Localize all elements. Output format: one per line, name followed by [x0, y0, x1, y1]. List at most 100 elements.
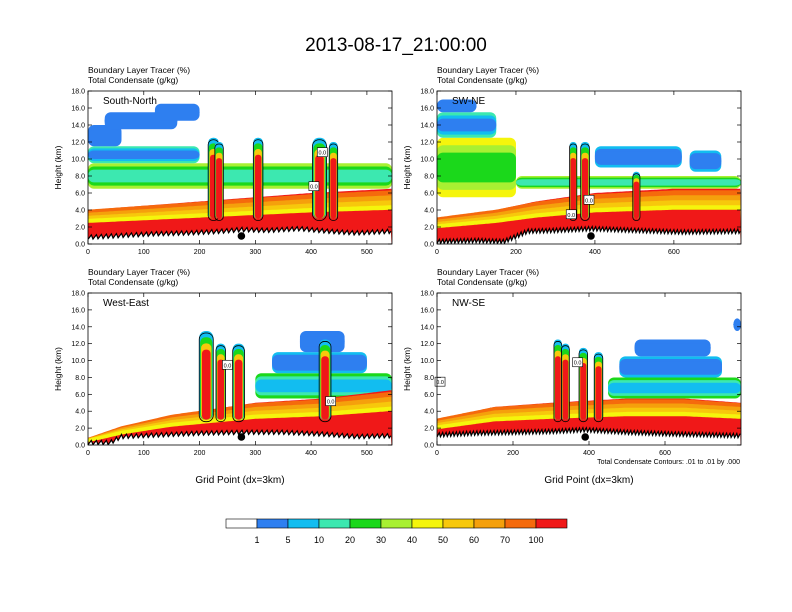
condensate-contour [214, 143, 224, 221]
panel-label: West-East [103, 298, 149, 309]
panel-label: NW-SE [452, 298, 485, 309]
location-marker [587, 232, 595, 240]
panel-label: SW-NE [452, 96, 485, 107]
contour-label-box [583, 195, 595, 205]
y-tick-label: 12.0 [420, 140, 434, 147]
x-tick-label: 200 [510, 249, 522, 256]
legend-label: 50 [438, 535, 448, 545]
plot-area [437, 293, 741, 445]
y-tick-label: 12.0 [420, 341, 434, 348]
y-tick-label: 8.0 [75, 174, 85, 181]
location-marker [581, 433, 589, 441]
terrain-outline [437, 225, 741, 244]
x-tick-label: 400 [583, 450, 595, 457]
legend-label: 1 [254, 535, 259, 545]
cloud-band [88, 150, 200, 159]
y-tick-label: 2.0 [424, 426, 434, 433]
cloud-band [154, 108, 200, 117]
contour-footnote: Total Condensate Contours: .01 to .01 by… [597, 459, 740, 466]
legend-swatch [349, 518, 382, 529]
condensate-contour [578, 349, 588, 423]
condensate-contour [569, 143, 578, 221]
y-tick-label: 14.0 [420, 123, 434, 130]
terrain-outline [88, 428, 392, 445]
y-tick-label: 18.0 [71, 291, 85, 298]
location-marker [237, 433, 246, 441]
panel-subtitle-tracer: Boundary Layer Tracer (%) [88, 267, 190, 277]
convective-column [580, 362, 587, 420]
x-tick-label: 300 [249, 249, 261, 256]
condensate-contour [318, 341, 332, 423]
x-tick-label: 100 [138, 450, 150, 457]
y-tick-label: 14.0 [420, 324, 434, 331]
y-axis-label: Height (km) [53, 347, 63, 391]
y-tick-label: 10.0 [71, 157, 85, 164]
y-tick-label: 16.0 [420, 307, 434, 314]
contour-label-box [316, 147, 328, 157]
legend-swatch [318, 518, 351, 529]
terrain-outline [88, 225, 392, 241]
plot-frame [87, 90, 393, 245]
panel-subtitle-condensate: Total Condensate (g/kg) [437, 75, 527, 85]
y-axis-label: Height (km) [53, 145, 63, 189]
panel-west-east: Boundary Layer Tracer (%)Total Condensat… [53, 267, 393, 486]
legend-label: 5 [285, 535, 290, 545]
contour-label: 0.0 [567, 213, 575, 219]
y-axis-label: Height (km) [402, 347, 412, 391]
y-tick-label: 6.0 [424, 191, 434, 198]
legend-swatch [256, 518, 289, 529]
condensate-contour [215, 345, 226, 423]
y-tick-label: 2.0 [75, 426, 85, 433]
y-tick-label: 12.0 [71, 341, 85, 348]
panel-subtitle-condensate: Total Condensate (g/kg) [88, 277, 178, 287]
x-tick-label: 200 [507, 450, 519, 457]
x-tick-label: 500 [361, 249, 373, 256]
color-legend: 1 5 10 20 30 40 50 60 70 100 [225, 518, 568, 545]
convective-column [581, 158, 589, 219]
y-tick-label: 0.0 [424, 443, 434, 450]
y-tick-label: 6.0 [424, 392, 434, 399]
y-tick-label: 4.0 [75, 208, 85, 215]
y-tick-label: 0.0 [75, 443, 85, 450]
legend-label: 40 [407, 535, 417, 545]
y-tick-label: 4.0 [424, 409, 434, 416]
legend-swatch [287, 518, 320, 529]
cloud-band [689, 155, 722, 167]
legend-swatch [411, 518, 444, 529]
convective-column [216, 158, 223, 219]
contour-label: 0.0 [310, 185, 318, 191]
cloud-band [608, 382, 741, 394]
y-tick-label: 10.0 [420, 157, 434, 164]
condensate-contour [232, 345, 245, 423]
y-tick-label: 10.0 [71, 358, 85, 365]
legend-label: 70 [500, 535, 510, 545]
y-tick-label: 2.0 [75, 225, 85, 232]
cloud-band [88, 130, 122, 141]
plot-area [437, 91, 741, 244]
convective-column [201, 349, 211, 420]
panel-south-north: Boundary Layer Tracer (%)Total Condensat… [53, 65, 393, 256]
cloud-band [594, 151, 682, 163]
convective-column [595, 366, 602, 420]
cloud-band [634, 343, 711, 353]
contour-label: 0.0 [224, 363, 232, 369]
cloud-band [733, 321, 741, 328]
convective-column [570, 158, 576, 219]
legend-label: 30 [376, 535, 386, 545]
y-tick-label: 10.0 [420, 358, 434, 365]
contour-label-box [565, 209, 577, 220]
panels: Boundary Layer Tracer (%)Total Condensat… [53, 65, 742, 486]
contour-label-box [325, 396, 336, 406]
legend-swatch [442, 518, 475, 529]
y-tick-label: 4.0 [75, 409, 85, 416]
y-tick-label: 2.0 [424, 225, 434, 232]
y-tick-label: 8.0 [424, 174, 434, 181]
terrain-outline [437, 426, 741, 440]
cloud-band [437, 118, 497, 132]
x-tick-label: 600 [668, 249, 680, 256]
condensate-contour [593, 353, 604, 423]
y-tick-label: 16.0 [420, 106, 434, 113]
x-tick-label: 400 [305, 249, 317, 256]
condensate-contour [198, 332, 214, 423]
condensate-contour [252, 139, 264, 221]
